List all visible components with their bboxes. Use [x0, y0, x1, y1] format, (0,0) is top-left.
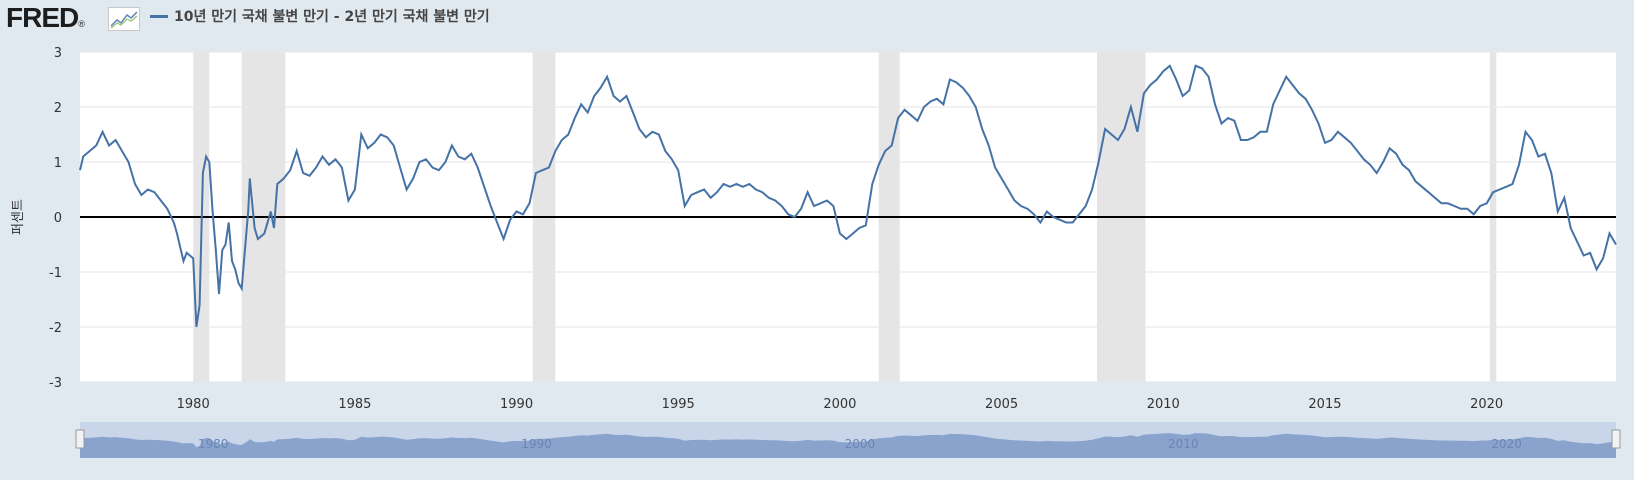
x-tick-label: 2010: [1147, 397, 1180, 412]
navigator-year-label: 2000: [845, 437, 876, 451]
navigator-year-label: 2010: [1168, 437, 1199, 451]
x-axis-ticks: 1980 1985 1990 1995 2000 2005 2010 2015 2020: [177, 397, 1504, 412]
navigator-year-label: 2020: [1491, 437, 1522, 451]
y-tick-label: 0: [54, 211, 62, 226]
navigator-left-handle[interactable]: [75, 429, 85, 449]
y-tick-label: -2: [49, 321, 62, 336]
x-tick-label: 1990: [500, 397, 533, 412]
chart-header: FRED® 10년 만기 국채 불변 만기 - 2년 만기 국채 불변 만기: [0, 0, 1634, 36]
navigator-right-handle[interactable]: [1611, 429, 1621, 449]
y-tick-label: 2: [54, 101, 62, 116]
y-tick-label: -1: [49, 266, 62, 281]
navigator-year-label: 1990: [521, 437, 552, 451]
legend-series-swatch: [150, 15, 168, 18]
navigator-labels: 1980 1990 2000 2010 2020: [198, 437, 1522, 451]
x-tick-label: 2020: [1470, 397, 1503, 412]
x-tick-label: 2000: [823, 397, 856, 412]
y-tick-label: 3: [54, 46, 62, 61]
y-axis-title: 퍼센트: [11, 199, 26, 235]
logo-text: FRED: [6, 2, 79, 33]
y-tick-label: 1: [54, 156, 62, 171]
navigator-year-label: 1980: [198, 437, 229, 451]
y-axis-ticks: -3 -2 -1 0 1 2 3: [49, 46, 62, 391]
fred-logo[interactable]: FRED®: [6, 2, 85, 34]
series-line-t10y2y[interactable]: [79, 64, 1617, 328]
x-tick-label: 1985: [338, 397, 371, 412]
x-tick-label: 2015: [1308, 397, 1341, 412]
legend-series-label[interactable]: 10년 만기 국채 불변 만기 - 2년 만기 국채 불변 만기: [174, 9, 490, 25]
logo-registered-mark: ®: [78, 19, 85, 29]
fred-graph-icon: [108, 7, 140, 31]
x-tick-label: 1980: [177, 397, 210, 412]
y-tick-label: -3: [49, 376, 62, 391]
x-tick-label: 1995: [662, 397, 695, 412]
line-chart: -3 -2 -1 0 1 2 3 1980 1985 1990 1995 2000 2005 2010 2…: [11, 46, 1621, 458]
x-tick-label: 2005: [985, 397, 1018, 412]
navigator-area: [80, 433, 1616, 458]
